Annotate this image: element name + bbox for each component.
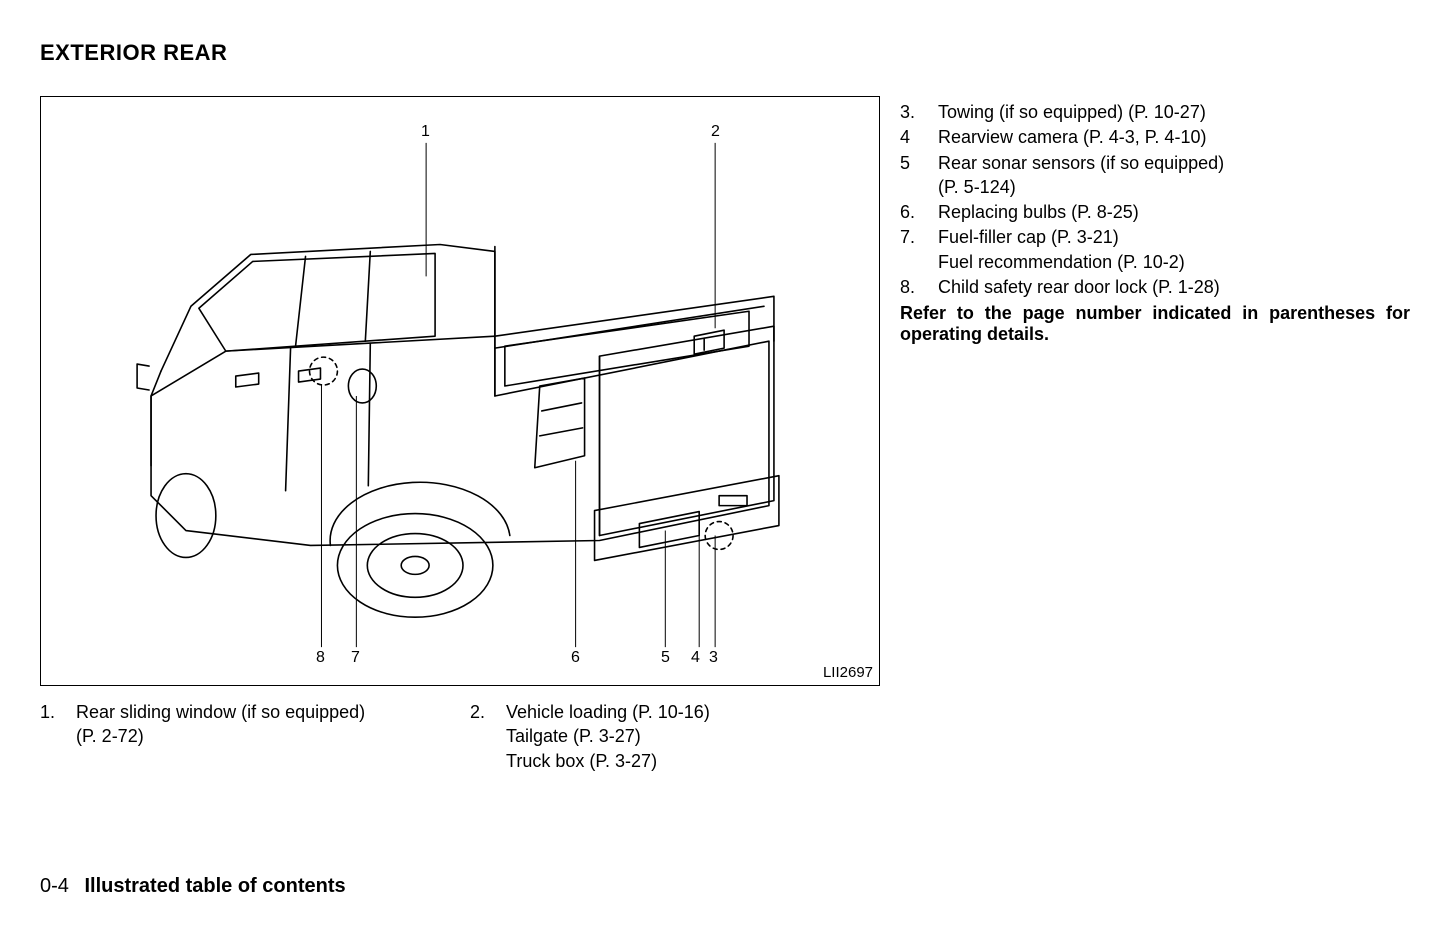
item-line: Towing (if so equipped) (P. 10-27) — [938, 100, 1410, 124]
reference-list: 3. Towing (if so equipped) (P. 10-27) 4 … — [900, 100, 1410, 299]
item-num: 7. — [900, 225, 916, 274]
item-line: Rear sonar sensors (if so equipped) — [938, 151, 1410, 175]
item-text: Replacing bulbs (P. 8-25) — [938, 200, 1410, 224]
item-line: (P. 5-124) — [938, 175, 1410, 199]
legend-line: Vehicle loading (P. 10-16) — [506, 700, 870, 724]
legend-line: (P. 2-72) — [76, 724, 470, 748]
legend-text: Vehicle loading (P. 10-16) Tailgate (P. … — [506, 700, 870, 773]
legend-line: Truck box (P. 3-27) — [506, 749, 870, 773]
truck-line-art — [41, 97, 879, 685]
list-item: 5 Rear sonar sensors (if so equipped) (P… — [900, 151, 1410, 200]
refer-note: Refer to the page number indicated in pa… — [900, 303, 1410, 345]
list-item: 4 Rearview camera (P. 4-3, P. 4-10) — [900, 125, 1410, 149]
vehicle-diagram: 1 2 8 7 6 5 4 3 LII2697 — [40, 96, 880, 686]
legend-item-2: 2. Vehicle loading (P. 10-16) Tailgate (… — [470, 700, 870, 773]
item-num: 6. — [900, 200, 916, 224]
item-line: Replacing bulbs (P. 8-25) — [938, 200, 1410, 224]
list-item: 3. Towing (if so equipped) (P. 10-27) — [900, 100, 1410, 124]
legend-item-1: 1. Rear sliding window (if so equipped) … — [40, 700, 470, 773]
footer-section: Illustrated table of contents — [84, 875, 345, 897]
item-num: 3. — [900, 100, 916, 124]
figure-id: LII2697 — [823, 664, 873, 681]
callout-1: 1 — [421, 123, 430, 141]
callout-5: 5 — [661, 649, 670, 667]
legend-line: Tailgate (P. 3-27) — [506, 724, 870, 748]
callout-8: 8 — [316, 649, 325, 667]
item-num: 8. — [900, 275, 916, 299]
callout-6: 6 — [571, 649, 580, 667]
right-column: 3. Towing (if so equipped) (P. 10-27) 4 … — [900, 96, 1410, 773]
list-item: 8. Child safety rear door lock (P. 1-28) — [900, 275, 1410, 299]
legend-text: Rear sliding window (if so equipped) (P.… — [76, 700, 470, 773]
item-line: Rearview camera (P. 4-3, P. 4-10) — [938, 125, 1410, 149]
legend-num: 1. — [40, 700, 54, 773]
item-text: Rearview camera (P. 4-3, P. 4-10) — [938, 125, 1410, 149]
item-line: Fuel-filler cap (P. 3-21) — [938, 225, 1410, 249]
list-item: 6. Replacing bulbs (P. 8-25) — [900, 200, 1410, 224]
left-column: 1 2 8 7 6 5 4 3 LII2697 1. Rear sliding … — [40, 96, 880, 773]
item-num: 4 — [900, 125, 916, 149]
item-num: 5 — [900, 151, 916, 200]
item-text: Towing (if so equipped) (P. 10-27) — [938, 100, 1410, 124]
legend-line: Rear sliding window (if so equipped) — [76, 700, 470, 724]
item-line: Fuel recommendation (P. 10-2) — [938, 250, 1410, 274]
list-item: 7. Fuel-filler cap (P. 3-21) Fuel recomm… — [900, 225, 1410, 274]
page-title: EXTERIOR REAR — [40, 40, 1405, 66]
main-content-row: 1 2 8 7 6 5 4 3 LII2697 1. Rear sliding … — [40, 96, 1405, 773]
callout-3: 3 — [709, 649, 718, 667]
legend-num: 2. — [470, 700, 484, 773]
page-footer: 0-4 Illustrated table of contents — [40, 875, 346, 898]
item-text: Rear sonar sensors (if so equipped) (P. … — [938, 151, 1410, 200]
below-figure-legend: 1. Rear sliding window (if so equipped) … — [40, 700, 880, 773]
item-line: Child safety rear door lock (P. 1-28) — [938, 275, 1410, 299]
page-number: 0-4 — [40, 875, 69, 897]
item-text: Fuel-filler cap (P. 3-21) Fuel recommend… — [938, 225, 1410, 274]
item-text: Child safety rear door lock (P. 1-28) — [938, 275, 1410, 299]
callout-4: 4 — [691, 649, 700, 667]
callout-2: 2 — [711, 123, 720, 141]
callout-7: 7 — [351, 649, 360, 667]
